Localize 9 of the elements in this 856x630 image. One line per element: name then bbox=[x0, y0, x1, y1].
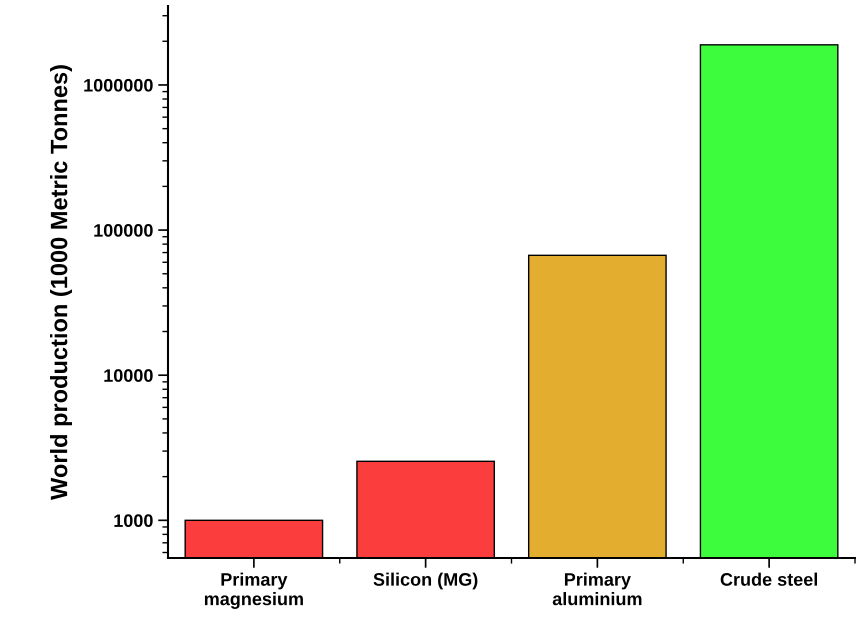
x-tick-label: Primary magnesium bbox=[204, 572, 303, 609]
y-axis-title: World production (1000 Metric Tonnes) bbox=[50, 65, 72, 500]
y-tick-label: 100000 bbox=[94, 224, 153, 237]
y-tick-label: 10000 bbox=[104, 369, 153, 382]
y-tick-label: 1000000 bbox=[84, 78, 153, 92]
x-tick-label: Primary aluminium bbox=[552, 572, 642, 606]
y-tick-label: 1000 bbox=[114, 514, 153, 528]
x-tick-label: Silicon (MG) bbox=[373, 572, 478, 590]
x-tick-label: Crude steel bbox=[720, 572, 818, 586]
